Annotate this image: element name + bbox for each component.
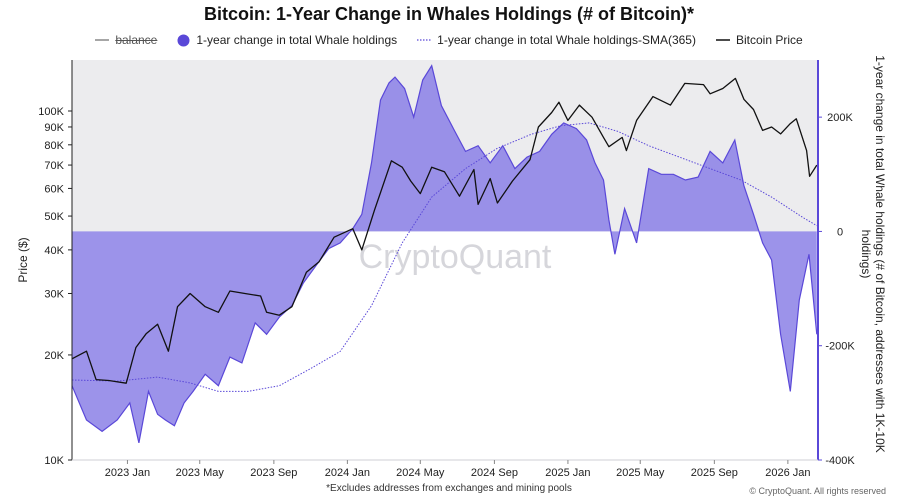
legend-label-balance: balance — [115, 33, 158, 47]
left-tick-label: 80K — [44, 140, 64, 152]
x-tick-label: 2023 Jan — [105, 467, 150, 479]
whale-change-line — [71, 64, 818, 444]
left-tick-label: 60K — [44, 183, 64, 195]
whale-change-area — [72, 65, 817, 443]
x-tick-label: 2025 May — [616, 467, 665, 479]
price-line — [71, 77, 818, 384]
legend-label-price: Bitcoin Price — [735, 33, 803, 47]
left-tick-label: 10K — [44, 455, 64, 467]
legend-sma-dotted-icon — [417, 39, 432, 41]
right-tick-label: -400K — [825, 455, 855, 467]
right-axis-label: 1-year change in total Whale holdings (#… — [859, 55, 887, 453]
left-tick-label: 70K — [44, 160, 64, 172]
right-axis-label-line2: holdings) — [859, 230, 873, 279]
x-tick-label: 2026 Jan — [765, 467, 810, 479]
legend-item-whale-change[interactable]: 1-year change in total Whale holdings — [177, 33, 397, 47]
legend-item-balance[interactable]: balance — [95, 33, 157, 47]
watermark: CryptoQuant — [359, 238, 552, 276]
x-tick-label: 2023 May — [176, 467, 225, 479]
legend-label-whale-change: 1-year change in total Whale holdings — [196, 33, 398, 47]
legend-item-sma[interactable]: 1-year change in total Whale holdings-SM… — [417, 33, 696, 47]
right-tick-label: 0 — [837, 226, 843, 238]
x-tick-label: 2025 Jan — [545, 467, 590, 479]
right-axis-label-line1: 1-year change in total Whale holdings (#… — [873, 55, 887, 453]
sma-series — [71, 122, 818, 392]
legend-balance-line-icon — [95, 39, 110, 41]
legend-price-line-icon — [715, 39, 730, 41]
legend-label-sma: 1-year change in total Whale holdings-SM… — [437, 33, 696, 47]
legend: balance 1-year change in total Whale hol… — [0, 33, 898, 47]
legend-item-price[interactable]: Bitcoin Price — [715, 33, 803, 47]
price-series — [71, 77, 818, 384]
credit: © CryptoQuant. All rights reserved — [749, 486, 886, 496]
x-tick-label: 2023 Sep — [250, 467, 297, 479]
right-tick-label: 200K — [827, 112, 853, 124]
left-axis-label: Price ($) — [16, 237, 30, 282]
left-tick-label: 90K — [44, 122, 64, 134]
legend-whale-circle-icon — [177, 34, 190, 46]
x-tick-label: 2024 Jan — [325, 467, 370, 479]
chart-title: Bitcoin: 1-Year Change in Whales Holding… — [203, 4, 695, 24]
x-tick-label: 2024 May — [396, 467, 445, 479]
left-tick-label: 40K — [44, 245, 64, 257]
sma-line — [71, 122, 818, 392]
footnote: *Excludes addresses from exchanges and m… — [326, 483, 572, 494]
right-tick-label: -200K — [825, 341, 855, 353]
axes: 10K 20K 30K 40K 50K 60K 70K 80K 90K 100K 200K 0 -200… — [38, 60, 855, 479]
x-tick-label: 2024 Sep — [471, 467, 518, 479]
x-tick-label: 2025 Sep — [691, 467, 738, 479]
left-tick-label: 50K — [44, 211, 64, 223]
whale-change-series — [71, 64, 818, 444]
left-tick-label: 100K — [38, 106, 64, 118]
left-tick-label: 20K — [44, 350, 64, 362]
left-tick-label: 30K — [44, 288, 64, 300]
